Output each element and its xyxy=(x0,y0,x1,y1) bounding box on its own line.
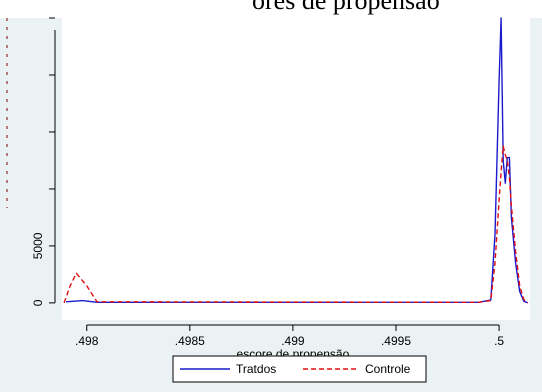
figure-title-fragment: ores de propensão xyxy=(252,0,440,15)
series-layer xyxy=(63,17,529,304)
y-axis: 0 5000 xyxy=(31,17,56,306)
top-band xyxy=(0,0,542,18)
legend: Tratdos Controle xyxy=(172,355,427,383)
y-tick-label: 5000 xyxy=(31,232,45,259)
legend-label-tratados: Tratdos xyxy=(236,362,276,376)
series-line-controle xyxy=(63,145,529,304)
y-tick-label: 0 xyxy=(31,299,45,306)
x-tick-label: .4985 xyxy=(175,334,205,348)
x-axis: .498 .4985 .499 .4995 .5 xyxy=(75,324,504,348)
legend-label-controle: Controle xyxy=(365,362,411,376)
x-tick-label: .498 xyxy=(75,334,99,348)
x-tick-label: .4995 xyxy=(381,334,411,348)
plot-area xyxy=(62,18,530,320)
left-edge-dashes xyxy=(6,18,8,208)
x-tick-label: .5 xyxy=(494,334,504,348)
x-tick-label: .499 xyxy=(281,334,305,348)
